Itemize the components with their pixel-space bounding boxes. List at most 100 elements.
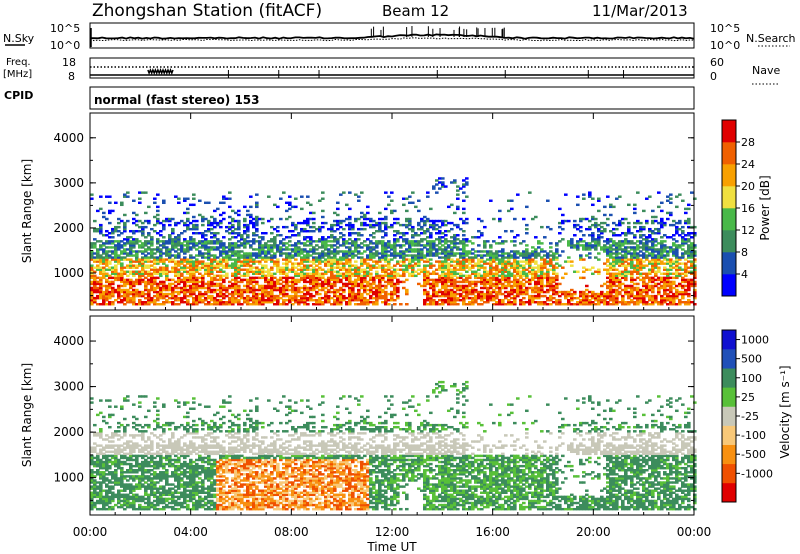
- power-cell: [288, 215, 292, 219]
- power-cell: [231, 262, 235, 265]
- power-cell: [180, 298, 184, 302]
- power-cell: [111, 292, 115, 296]
- power-cell: [393, 209, 397, 213]
- power-cell: [228, 191, 232, 194]
- power-cell: [165, 270, 169, 273]
- power-cell: [159, 248, 163, 251]
- power-cell: [99, 292, 103, 296]
- power-cell: [234, 258, 238, 261]
- power-cell: [192, 262, 196, 265]
- power-cell: [216, 256, 220, 259]
- power-cell: [180, 250, 184, 253]
- power-cell: [231, 298, 235, 302]
- power-cell: [126, 236, 130, 239]
- power-cell: [222, 250, 226, 253]
- power-cell: [210, 254, 214, 257]
- power-cell: [186, 250, 190, 253]
- power-cell: [246, 234, 250, 237]
- power-cell: [255, 280, 259, 284]
- power-cell: [201, 223, 205, 227]
- power-cell: [213, 284, 217, 288]
- power-cell: [213, 236, 217, 239]
- power-cell: [117, 288, 121, 292]
- power-cell: [150, 250, 154, 253]
- power-cell: [207, 248, 211, 251]
- power-cell: [120, 278, 124, 282]
- power-cell: [525, 227, 529, 231]
- power-cell: [654, 215, 658, 219]
- power-cell: [117, 294, 121, 298]
- power-cell: [225, 262, 229, 265]
- power-cell: [102, 258, 106, 261]
- power-cell: [150, 280, 154, 284]
- power-cell: [234, 286, 238, 290]
- power-cell: [225, 286, 229, 290]
- power-cell: [108, 276, 112, 280]
- power-cell: [192, 203, 196, 207]
- power-cell: [180, 260, 184, 263]
- power-cell: [105, 296, 109, 300]
- power-cell: [90, 300, 94, 304]
- power-cell: [135, 264, 139, 267]
- power-cell: [123, 223, 127, 227]
- power-cell: [108, 303, 112, 306]
- power-cell: [150, 256, 154, 259]
- power-cell: [111, 246, 115, 249]
- power-cell: [126, 274, 130, 278]
- freq-tick-bottom: 8: [68, 70, 75, 83]
- power-cell: [216, 264, 220, 267]
- power-cell: [231, 282, 235, 286]
- power-cell: [456, 205, 460, 209]
- power-cell: [186, 219, 190, 223]
- power-cell: [150, 300, 154, 304]
- power-cell: [165, 298, 169, 302]
- power-cell: [213, 264, 217, 267]
- power-cell: [156, 272, 160, 276]
- power-cell: [129, 270, 133, 273]
- power-cell: [162, 262, 166, 265]
- power-cell: [228, 242, 232, 245]
- power-cell: [231, 266, 235, 269]
- power-cell: [219, 294, 223, 298]
- power-cell: [171, 254, 175, 257]
- power-cell: [165, 292, 169, 296]
- power-cell: [189, 246, 193, 249]
- power-cell: [123, 282, 127, 286]
- power-cell: [456, 223, 460, 227]
- power-cell: [213, 288, 217, 292]
- power-cell: [219, 288, 223, 292]
- power-cell: [153, 282, 157, 286]
- power-cell: [204, 270, 208, 273]
- power-cell: [102, 262, 106, 265]
- power-cell: [114, 276, 118, 280]
- power-cell: [213, 278, 217, 282]
- power-cell: [597, 209, 601, 213]
- power-cell: [147, 296, 151, 300]
- power-cell: [150, 268, 154, 271]
- power-cell: [183, 240, 187, 243]
- power-cell: [231, 225, 235, 229]
- power-cell: [102, 215, 106, 219]
- power-cell: [219, 252, 223, 255]
- power-cell: [549, 227, 553, 231]
- power-cell: [132, 232, 136, 235]
- power-cell: [294, 258, 298, 261]
- power-cell: [219, 298, 223, 302]
- power-cell: [180, 232, 184, 235]
- power-cell: [192, 296, 196, 300]
- power-cell: [204, 298, 208, 302]
- date-label: 11/Mar/2013: [592, 2, 688, 20]
- cpid-value: normal (fast stereo) 153: [94, 93, 260, 107]
- power-cell: [153, 286, 157, 290]
- power-cell: [222, 278, 226, 282]
- power-cell: [249, 213, 253, 217]
- power-cell: [171, 303, 175, 306]
- power-cell: [165, 246, 169, 249]
- power-cell: [567, 256, 571, 259]
- power-cell: [213, 209, 217, 213]
- power-cell: [123, 292, 127, 296]
- power-cell: [309, 203, 313, 207]
- power-cell: [159, 258, 163, 261]
- power-cell: [117, 296, 121, 300]
- power-cell: [561, 250, 565, 253]
